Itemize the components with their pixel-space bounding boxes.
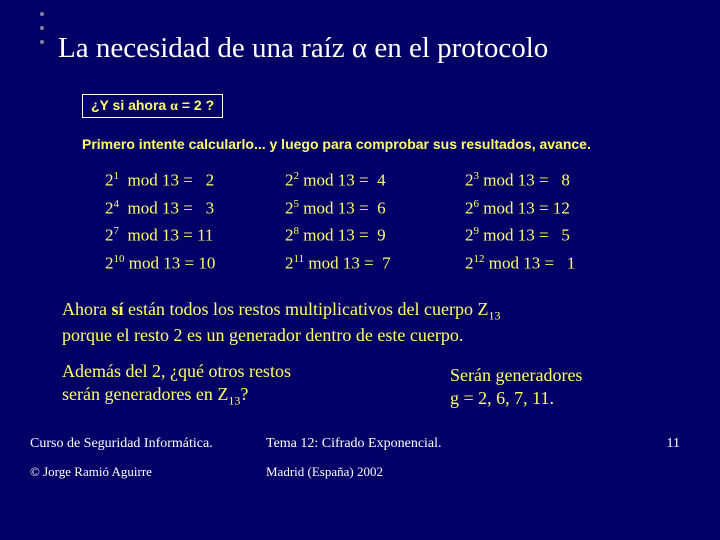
ahora-sub: 13	[488, 309, 500, 323]
title-text-pre: La necesidad de una raíz	[58, 32, 352, 64]
title-text-post: en el protocolo	[367, 32, 548, 64]
question-post: = 2 ?	[178, 97, 214, 113]
decorative-bullets	[40, 12, 44, 44]
mod-cell: 212 mod 13 = 1	[465, 253, 645, 274]
footer-course: Curso de Seguridad Informática.	[30, 436, 213, 452]
ademas-sub: 13	[228, 393, 240, 407]
mod-cell: 29 mod 13 = 5	[465, 225, 645, 246]
mod-table: 21 mod 13 = 2 22 mod 13 = 4 23 mod 13 = …	[105, 170, 645, 281]
mod-cell: 24 mod 13 = 3	[105, 198, 285, 219]
ademas-l2-pre: serán generadores en Z	[62, 384, 228, 404]
question-alpha: α	[170, 99, 178, 114]
mod-cell: 25 mod 13 = 6	[285, 198, 465, 219]
mod-cell: 21 mod 13 = 2	[105, 170, 285, 191]
ahora-paragraph: Ahora sí están todos los restos multipli…	[62, 298, 662, 346]
table-row: 210 mod 13 = 10 211 mod 13 = 7 212 mod 1…	[105, 253, 645, 274]
mod-cell: 28 mod 13 = 9	[285, 225, 465, 246]
ademas-paragraph: Además del 2, ¿qué otros restos serán ge…	[62, 360, 392, 408]
ahora-pre: Ahora	[62, 299, 111, 319]
table-row: 27 mod 13 = 11 28 mod 13 = 9 29 mod 13 =…	[105, 225, 645, 246]
ademas-l2-post: ?	[240, 384, 248, 404]
footer-author: © Jorge Ramió Aguirre	[30, 464, 152, 480]
footer-tema: Tema 12: Cifrado Exponencial.	[266, 436, 442, 452]
instruction-text: Primero intente calcularlo... y luego pa…	[82, 136, 591, 152]
mod-cell: 211 mod 13 = 7	[285, 253, 465, 274]
ademas-l1: Además del 2, ¿qué otros restos	[62, 361, 291, 381]
ahora-post: están todos los restos multiplicativos d…	[124, 299, 489, 319]
mod-cell: 26 mod 13 = 12	[465, 198, 645, 219]
page-number: 11	[667, 436, 680, 452]
table-row: 24 mod 13 = 3 25 mod 13 = 6 26 mod 13 = …	[105, 198, 645, 219]
slide-title: La necesidad de una raíz α en el protoco…	[58, 32, 548, 65]
mod-cell: 22 mod 13 = 4	[285, 170, 465, 191]
question-pre: ¿Y si ahora	[91, 97, 170, 113]
seran-paragraph: Serán generadores g = 2, 6, 7, 11.	[450, 364, 680, 409]
ahora-line2: porque el resto 2 es un generador dentro…	[62, 325, 463, 345]
ahora-si: sí	[111, 299, 123, 319]
title-alpha: α	[352, 32, 367, 64]
mod-cell: 210 mod 13 = 10	[105, 253, 285, 274]
mod-cell: 23 mod 13 = 8	[465, 170, 645, 191]
question-box: ¿Y si ahora α = 2 ?	[82, 94, 223, 118]
table-row: 21 mod 13 = 2 22 mod 13 = 4 23 mod 13 = …	[105, 170, 645, 191]
seran-l1: Serán generadores	[450, 365, 582, 385]
seran-l2: g = 2, 6, 7, 11.	[450, 388, 554, 408]
mod-cell: 27 mod 13 = 11	[105, 225, 285, 246]
footer-madrid: Madrid (España) 2002	[266, 464, 383, 480]
